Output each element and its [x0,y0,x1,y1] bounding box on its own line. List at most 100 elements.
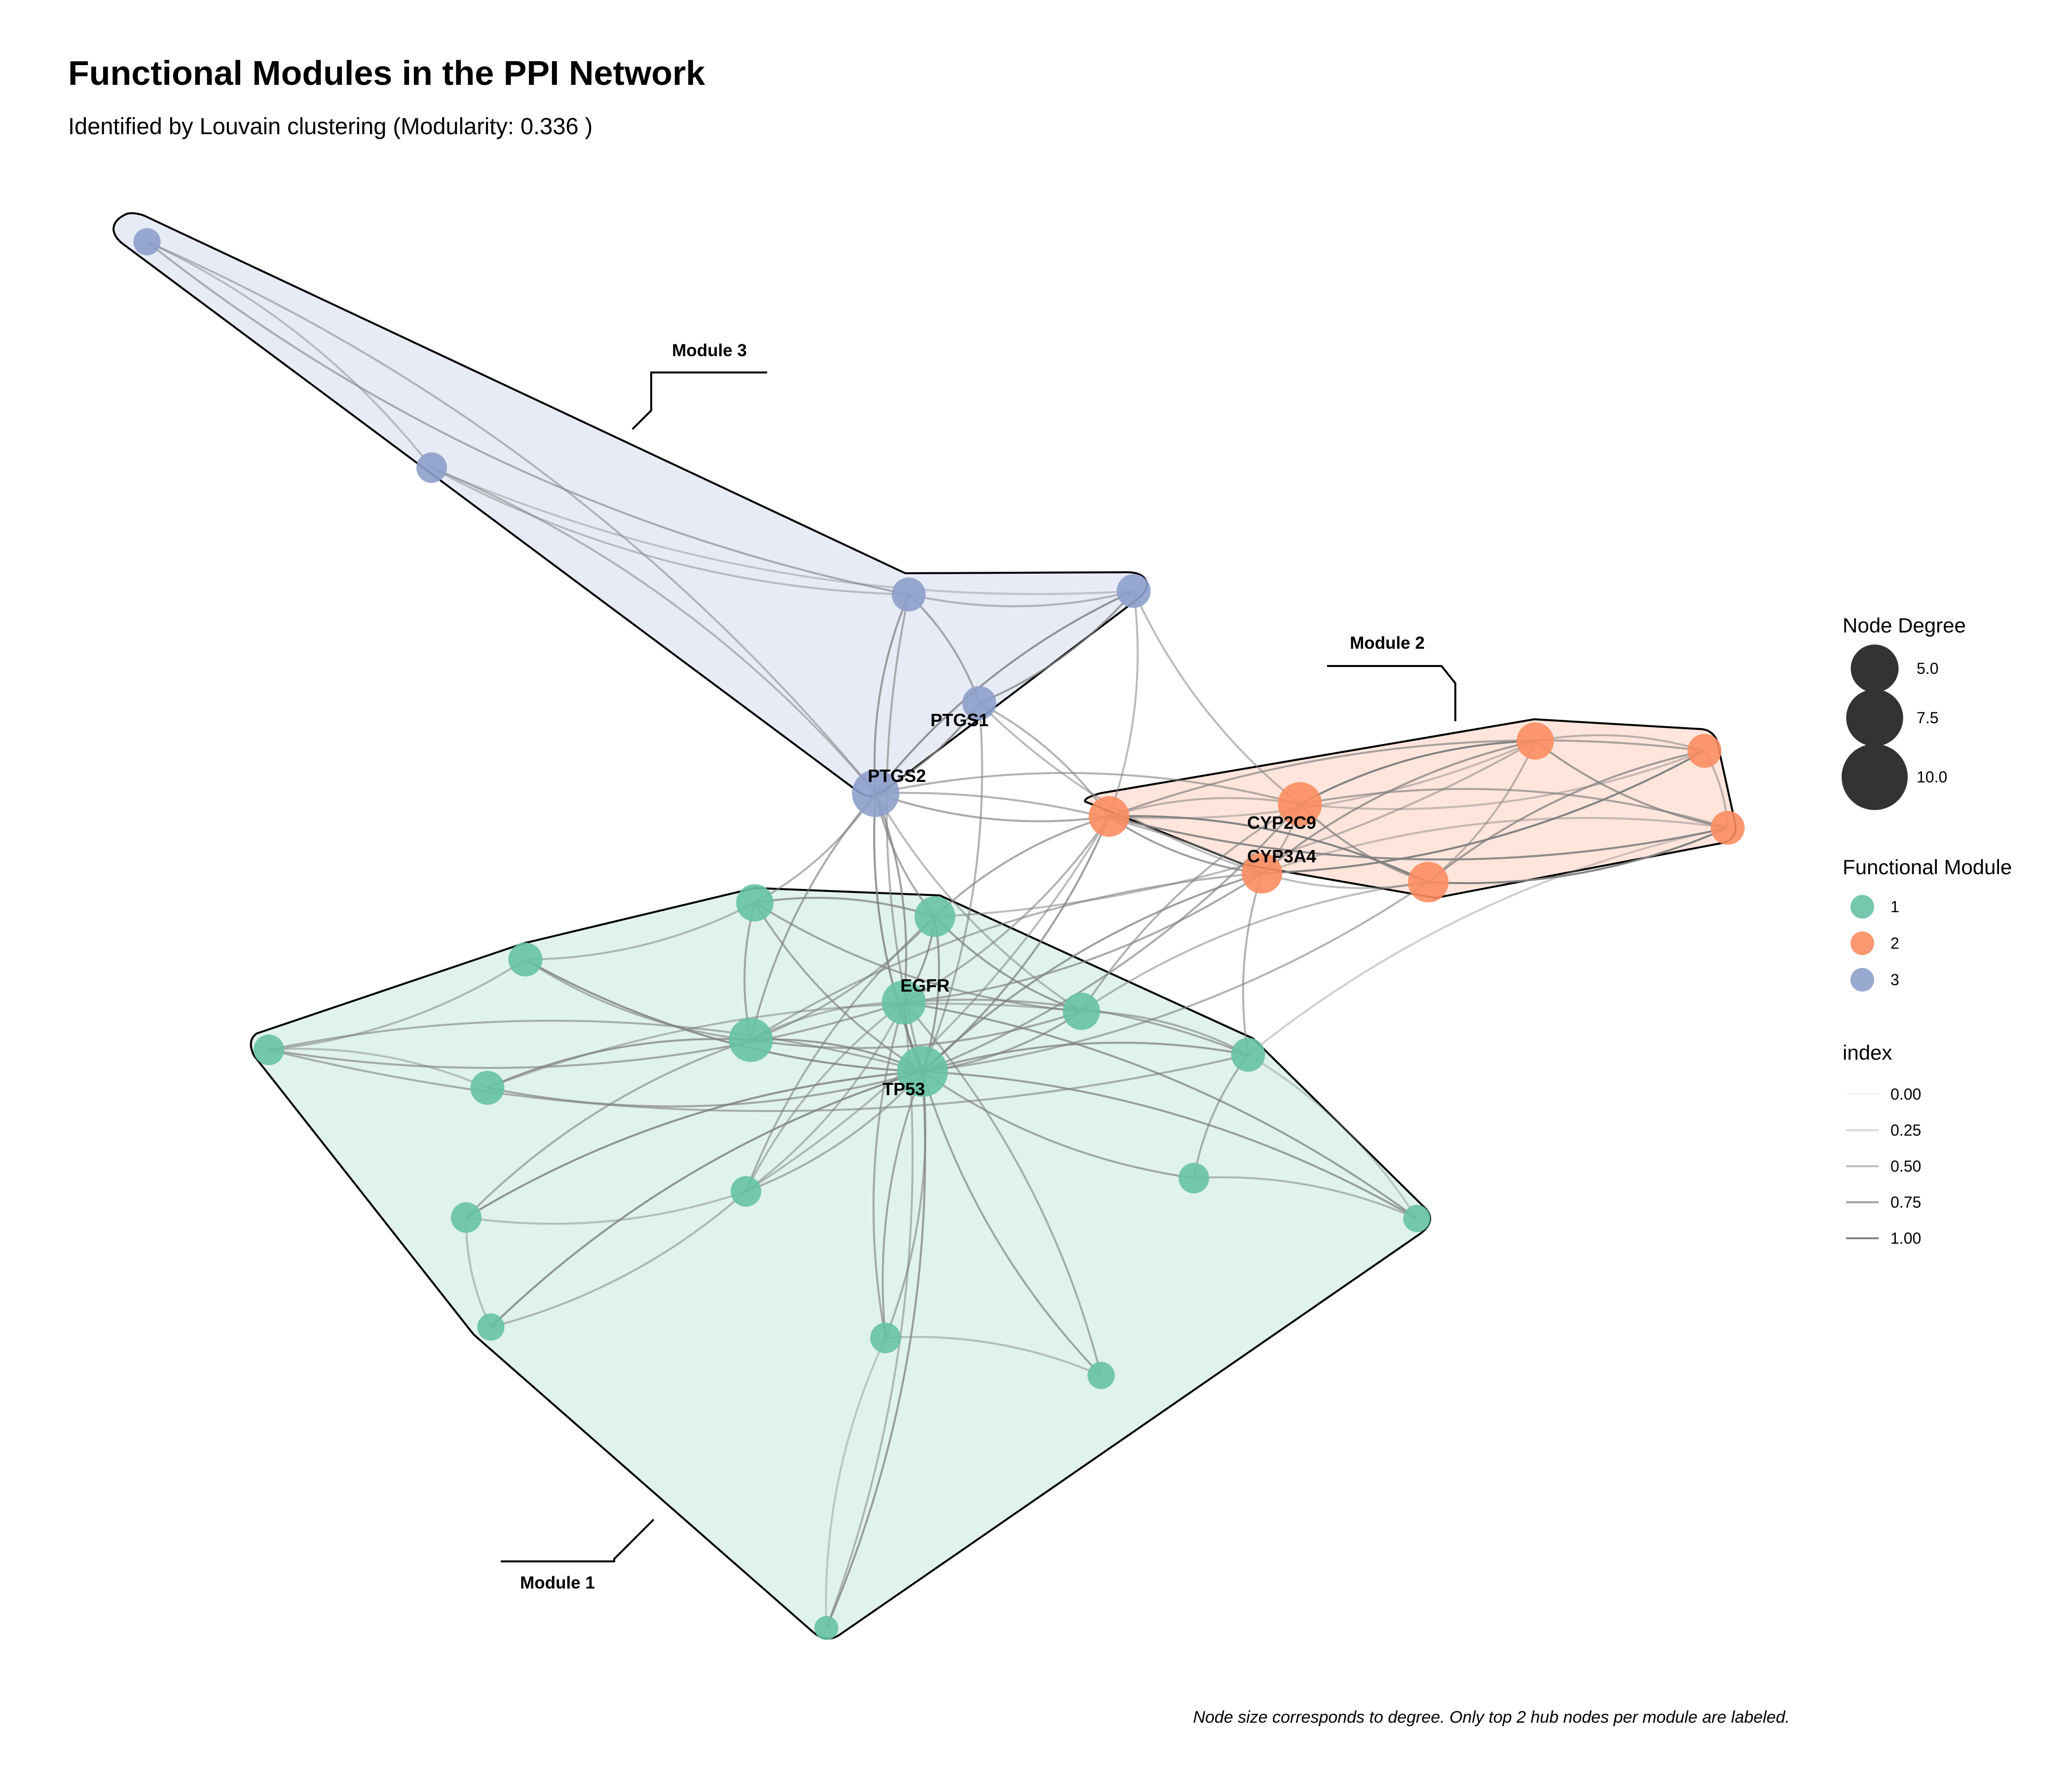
node-module-3 [1116,574,1151,608]
legend-size-swatch [1850,644,1899,693]
edge [872,1002,905,1338]
edge [525,902,755,961]
legend-color-label: 1 [1890,898,1899,916]
node-module-2 [1278,782,1322,826]
edge [903,1001,1418,1220]
legend-size-swatch [1842,744,1908,810]
edge [490,1071,923,1328]
hub-label-cyp3a4: CYP3A4 [1247,846,1316,866]
chart-caption: Node size corresponds to degree. Only to… [1193,1708,1790,1727]
node-module-1 [914,896,956,937]
edge [875,792,1262,874]
legend-color-swatch [1850,968,1874,992]
edge [1133,591,1301,805]
edge [268,1019,923,1073]
legend-edge-label: 0.00 [1890,1085,1921,1103]
node-module-3 [852,770,899,817]
legend-edge-label: 0.75 [1890,1193,1921,1211]
node-module-2 [1710,811,1745,845]
edge [1193,1054,1249,1179]
edge [431,467,877,794]
edge [1299,740,1536,805]
edge [1080,881,1429,1012]
legend-size-title: Node Degree [1843,614,1966,637]
legend-size-label: 7.5 [1917,709,1938,727]
nodes [133,228,1745,1640]
edge [1428,827,1728,885]
legend-color-items: 1 2 3 [1850,895,1899,992]
node-module-2 [1517,722,1554,760]
legend-color-label: 2 [1890,934,1899,952]
node-module-1 [508,942,543,977]
node-module-2 [1241,852,1283,894]
node-module-3 [962,686,997,720]
edge [1109,815,1429,883]
legend-edge-label: 1.00 [1890,1229,1921,1247]
legend-edge-label: 0.50 [1890,1157,1921,1175]
node-module-1 [477,1313,505,1341]
edge [750,792,877,1040]
edge [745,1002,905,1192]
edge [268,1001,904,1069]
edge [875,772,1300,805]
edge [1427,750,1705,883]
legend-color-title: Functional Module [1843,855,2012,879]
module-3-callout-line [631,371,767,430]
edge [875,792,1110,822]
edge [903,1001,1102,1376]
edge [1109,739,1705,817]
node-module-1 [451,1202,481,1233]
edge [750,872,1262,1041]
node-module-3 [133,228,161,256]
edge [431,467,1134,595]
edge [1535,734,1705,752]
edge [825,1071,926,1628]
edge [908,590,1134,607]
edge [745,1071,924,1192]
chart-subtitle: Identified by Louvain clustering (Modula… [68,113,593,139]
edge [465,1039,751,1219]
edge [934,815,1110,918]
edge [934,916,1082,1012]
edge [268,959,526,1051]
edge [903,815,1110,1003]
node-module-1 [1063,993,1100,1030]
edge [1109,815,1728,861]
module-1-callout-line [501,1518,655,1562]
legend-color-swatch [1850,895,1874,919]
edge [903,872,1263,1003]
edge [1299,750,1705,811]
legend-edge-items: 0.00 0.25 0.50 0.75 1.00 [1846,1085,1921,1247]
legend-size-label: 5.0 [1917,660,1938,677]
edge [754,902,1082,1012]
edge [268,1049,1249,1112]
edge [490,1190,747,1328]
edge [922,1041,1249,1073]
edge [885,1336,1102,1376]
module-callouts: Module 3 Module 2 Module 1 [501,341,1456,1592]
node-module-1 [736,884,774,922]
edge [1427,740,1536,883]
hub-label-egfr: EGFR [900,975,950,996]
node-module-1 [882,980,926,1025]
edge [1261,740,1536,874]
edge [922,872,1262,1073]
module-2-label: Module 2 [1350,633,1425,653]
module-1-label: Module 1 [520,1573,595,1592]
edge [1242,873,1263,1055]
node-module-3 [891,577,926,612]
legend-size-items: 5.0 7.5 10.0 [1842,644,1947,810]
edge [431,467,909,595]
edge [1247,827,1728,1056]
node-module-1 [731,1176,761,1207]
edge [1109,797,1300,817]
edge [754,792,877,904]
edge [875,590,1134,794]
chart-title: Functional Modules in the PPI Network [68,54,705,92]
node-module-1 [1231,1037,1265,1072]
module-3-label: Module 3 [672,341,747,360]
legend-edge-label: 0.25 [1890,1121,1921,1139]
node-module-1 [729,1018,773,1062]
node-module-1 [870,1323,901,1353]
